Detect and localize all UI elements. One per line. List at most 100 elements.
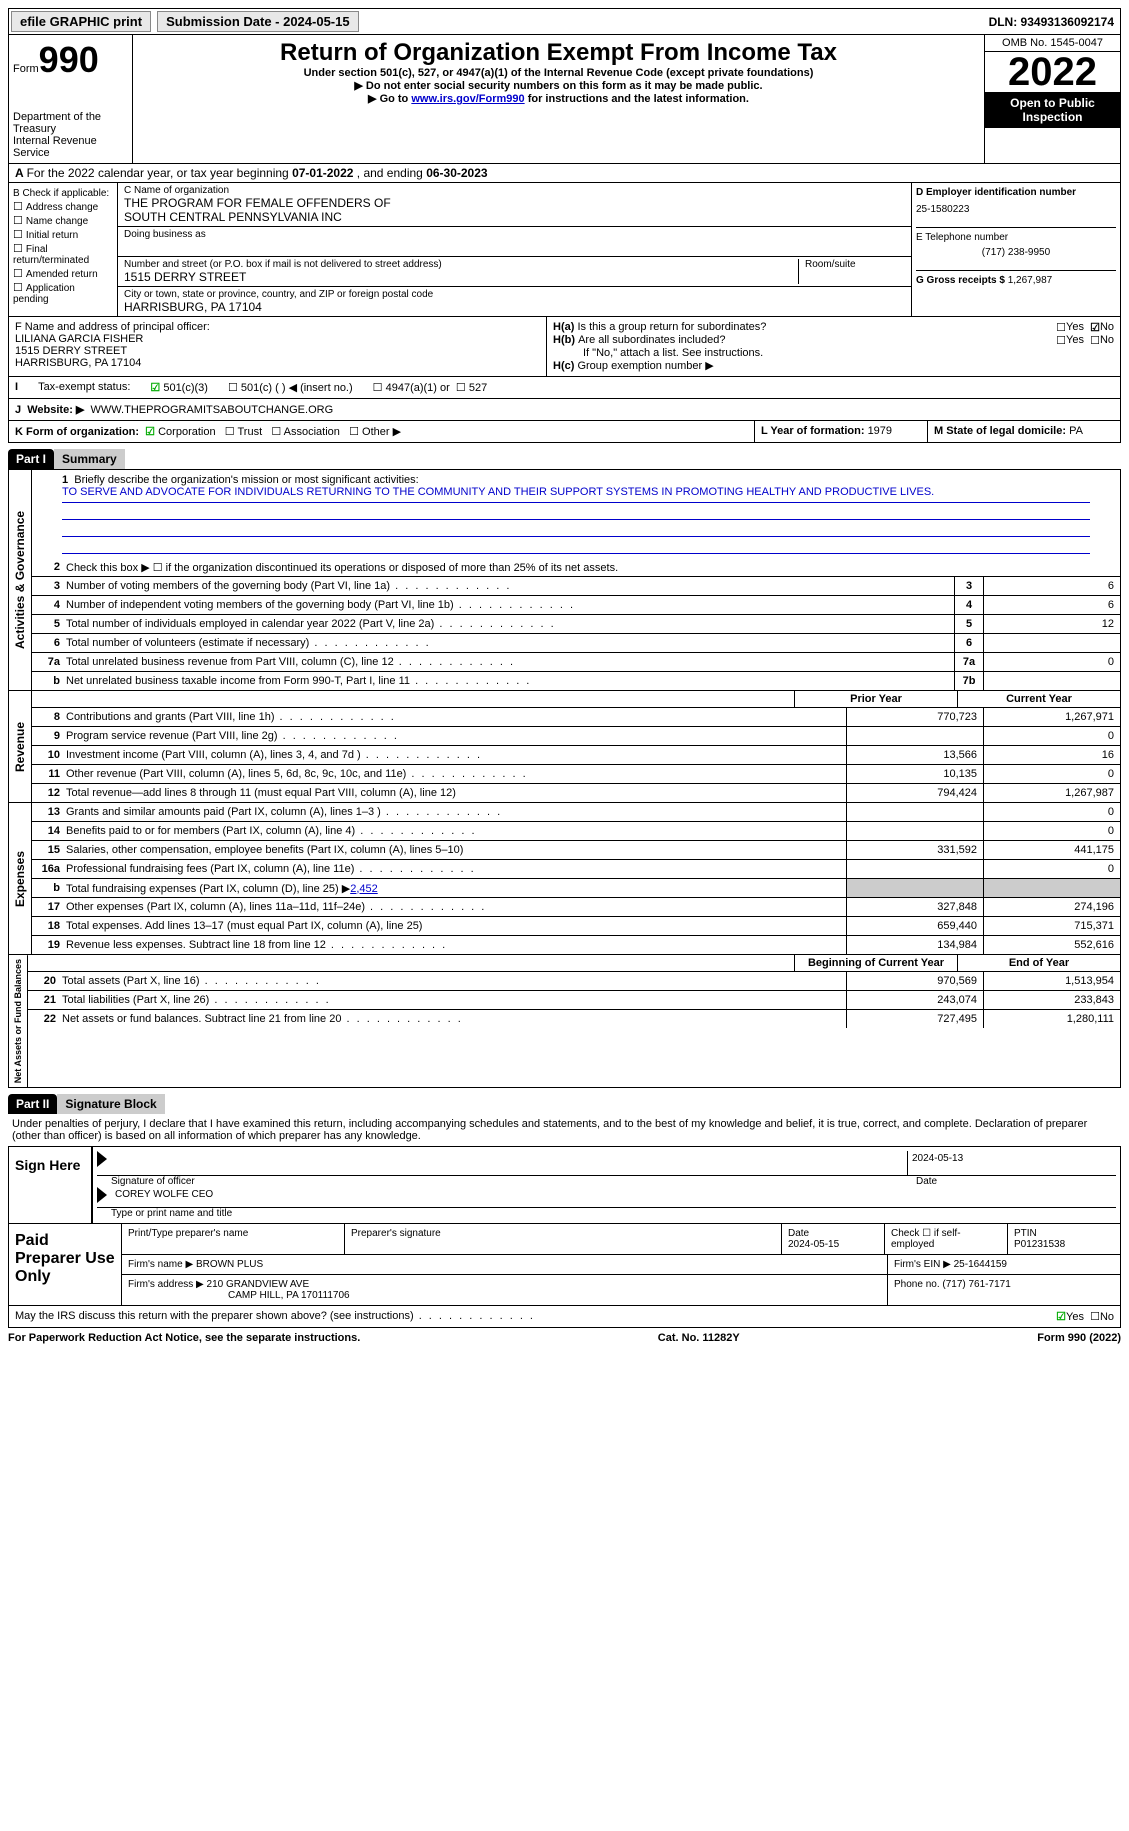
city-state: HARRISBURG, PA 17104 [124,300,905,314]
c17: 274,196 [983,898,1120,916]
may-yes[interactable] [1056,1311,1066,1323]
cb-assoc[interactable] [271,426,281,438]
irs-link[interactable]: www.irs.gov/Form990 [411,93,524,105]
ha-text: Is this a group return for subordinates? [577,321,1056,334]
firm-addr1: 210 GRANDVIEW AVE [207,1279,310,1290]
cb-501c[interactable] [228,382,238,394]
c21: 233,843 [983,991,1120,1009]
efile-button[interactable]: efile GRAPHIC print [11,11,151,32]
hb-no[interactable] [1090,334,1100,347]
date-lbl: Date [916,1176,1116,1187]
f-hdr: F Name and address of principal officer: [15,321,540,333]
q16a: Professional fundraising fees (Part IX, … [66,861,846,877]
cb-final[interactable]: Final return/terminated [13,242,113,266]
firm-ein: 25-1644159 [954,1259,1007,1270]
cb-other[interactable] [349,426,359,438]
c9: 0 [983,727,1120,745]
q7a: Total unrelated business revenue from Pa… [66,654,954,670]
year-text-pre: For the 2022 calendar year, or tax year … [27,166,293,180]
o1: 501(c)(3) [163,382,208,394]
ein-hdr: D Employer identification number [916,187,1116,198]
q9: Program service revenue (Part VIII, line… [66,728,846,744]
may-irs-row: May the IRS discuss this return with the… [8,1306,1121,1328]
v4: 6 [983,596,1120,614]
prep-date: 2024-05-15 [788,1239,839,1250]
phone-val: (717) 761-7171 [942,1279,1010,1290]
q8: Contributions and grants (Part VIII, lin… [66,709,846,725]
cb-address[interactable]: Address change [13,200,113,213]
q10: Investment income (Part VIII, column (A)… [66,747,846,763]
tel-value: (717) 238-9950 [916,243,1116,270]
cb-4947[interactable] [373,382,383,394]
org-name2: SOUTH CENTRAL PENNSYLVANIA INC [124,210,905,224]
cb-initial[interactable]: Initial return [13,228,113,241]
ha-yes[interactable] [1056,321,1066,334]
page-footer: For Paperwork Reduction Act Notice, see … [8,1328,1121,1348]
form-title: Return of Organization Exempt From Incom… [137,39,980,67]
note-goto-post: for instructions and the latest informat… [525,93,749,105]
q22: Net assets or fund balances. Subtract li… [62,1011,846,1027]
ko4: Other ▶ [362,426,401,438]
q7b: Net unrelated business taxable income fr… [66,673,954,689]
officer-city: HARRISBURG, PA 17104 [15,357,540,369]
top-bar: efile GRAPHIC print Submission Date - 20… [8,8,1121,35]
officer-printed: COREY WOLFE CEO [111,1187,217,1207]
cb-527[interactable] [456,382,466,394]
gross-hdr: G Gross receipts $ [916,275,1008,286]
summary-activities: Activities & Governance 1 Briefly descri… [8,469,1121,691]
part2-title: Signature Block [57,1094,164,1114]
ha-no[interactable] [1090,321,1100,334]
p19: 134,984 [846,936,983,954]
gross-value: 1,267,987 [1008,275,1053,286]
q11: Other revenue (Part VIII, column (A), li… [66,766,846,782]
cat-no: Cat. No. 11282Y [658,1332,740,1344]
q2: Check this box ▶ ☐ if the organization d… [66,559,1120,576]
tab-expenses: Expenses [9,803,32,954]
sign-here-block: Sign Here 2024-05-13 Signature of office… [8,1146,1121,1224]
summary-expenses: Expenses 13Grants and similar amounts pa… [8,803,1121,955]
c15: 441,175 [983,841,1120,859]
tab-activities: Activities & Governance [9,470,32,690]
q5: Total number of individuals employed in … [66,616,954,632]
check-self[interactable]: Check ☐ if self-employed [885,1224,1008,1254]
may-no[interactable] [1090,1311,1100,1323]
firm-addr-hdr: Firm's address ▶ [128,1279,207,1290]
cb-pending[interactable]: Application pending [13,281,113,305]
cb-amended[interactable]: Amended return [13,267,113,280]
p17: 327,848 [846,898,983,916]
tel-hdr: E Telephone number [916,227,1116,243]
summary-netassets: Net Assets or Fund Balances Beginning of… [8,955,1121,1088]
city-hdr: City or town, state or province, country… [124,289,905,300]
q16b: Total fundraising expenses (Part IX, col… [66,883,350,895]
q21: Total liabilities (Part X, line 26) [62,992,846,1008]
officer-addr: 1515 DERRY STREET [15,345,540,357]
begin-hdr: Beginning of Current Year [794,955,957,971]
c-name-hdr: C Name of organization [124,185,905,196]
p13 [846,803,983,821]
m-label: M State of legal domicile: [934,425,1069,437]
penalties-text: Under penalties of perjury, I declare th… [8,1114,1121,1146]
submission-date: Submission Date - 2024-05-15 [157,11,359,32]
tax-label: Tax-exempt status: [38,381,130,394]
q17: Other expenses (Part IX, column (A), lin… [66,899,846,915]
hb-note: If "No," attach a list. See instructions… [553,347,1114,359]
print-name-hdr: Print/Type preparer's name [122,1224,345,1254]
paperwork-notice: For Paperwork Reduction Act Notice, see … [8,1332,360,1344]
col-d: D Employer identification number 25-1580… [912,183,1120,316]
tax-year: 2022 [985,52,1120,92]
sig-date: 2024-05-13 [907,1151,1116,1175]
cb-trust[interactable] [225,426,235,438]
cb-501c3[interactable] [150,382,160,394]
cb-name[interactable]: Name change [13,214,113,227]
v6 [983,634,1120,652]
cb-corp[interactable] [145,426,155,438]
mission-text: TO SERVE AND ADVOCATE FOR INDIVIDUALS RE… [62,486,1090,503]
q13: Grants and similar amounts paid (Part IX… [66,804,846,820]
part2-label: Part II [8,1094,57,1114]
hb-yes[interactable] [1056,334,1066,347]
firm-name: BROWN PLUS [196,1259,263,1270]
q14: Benefits paid to or for members (Part IX… [66,823,846,839]
q16b-val: 2,452 [350,883,378,895]
q15: Salaries, other compensation, employee b… [66,842,846,858]
q6: Total number of volunteers (estimate if … [66,635,954,651]
